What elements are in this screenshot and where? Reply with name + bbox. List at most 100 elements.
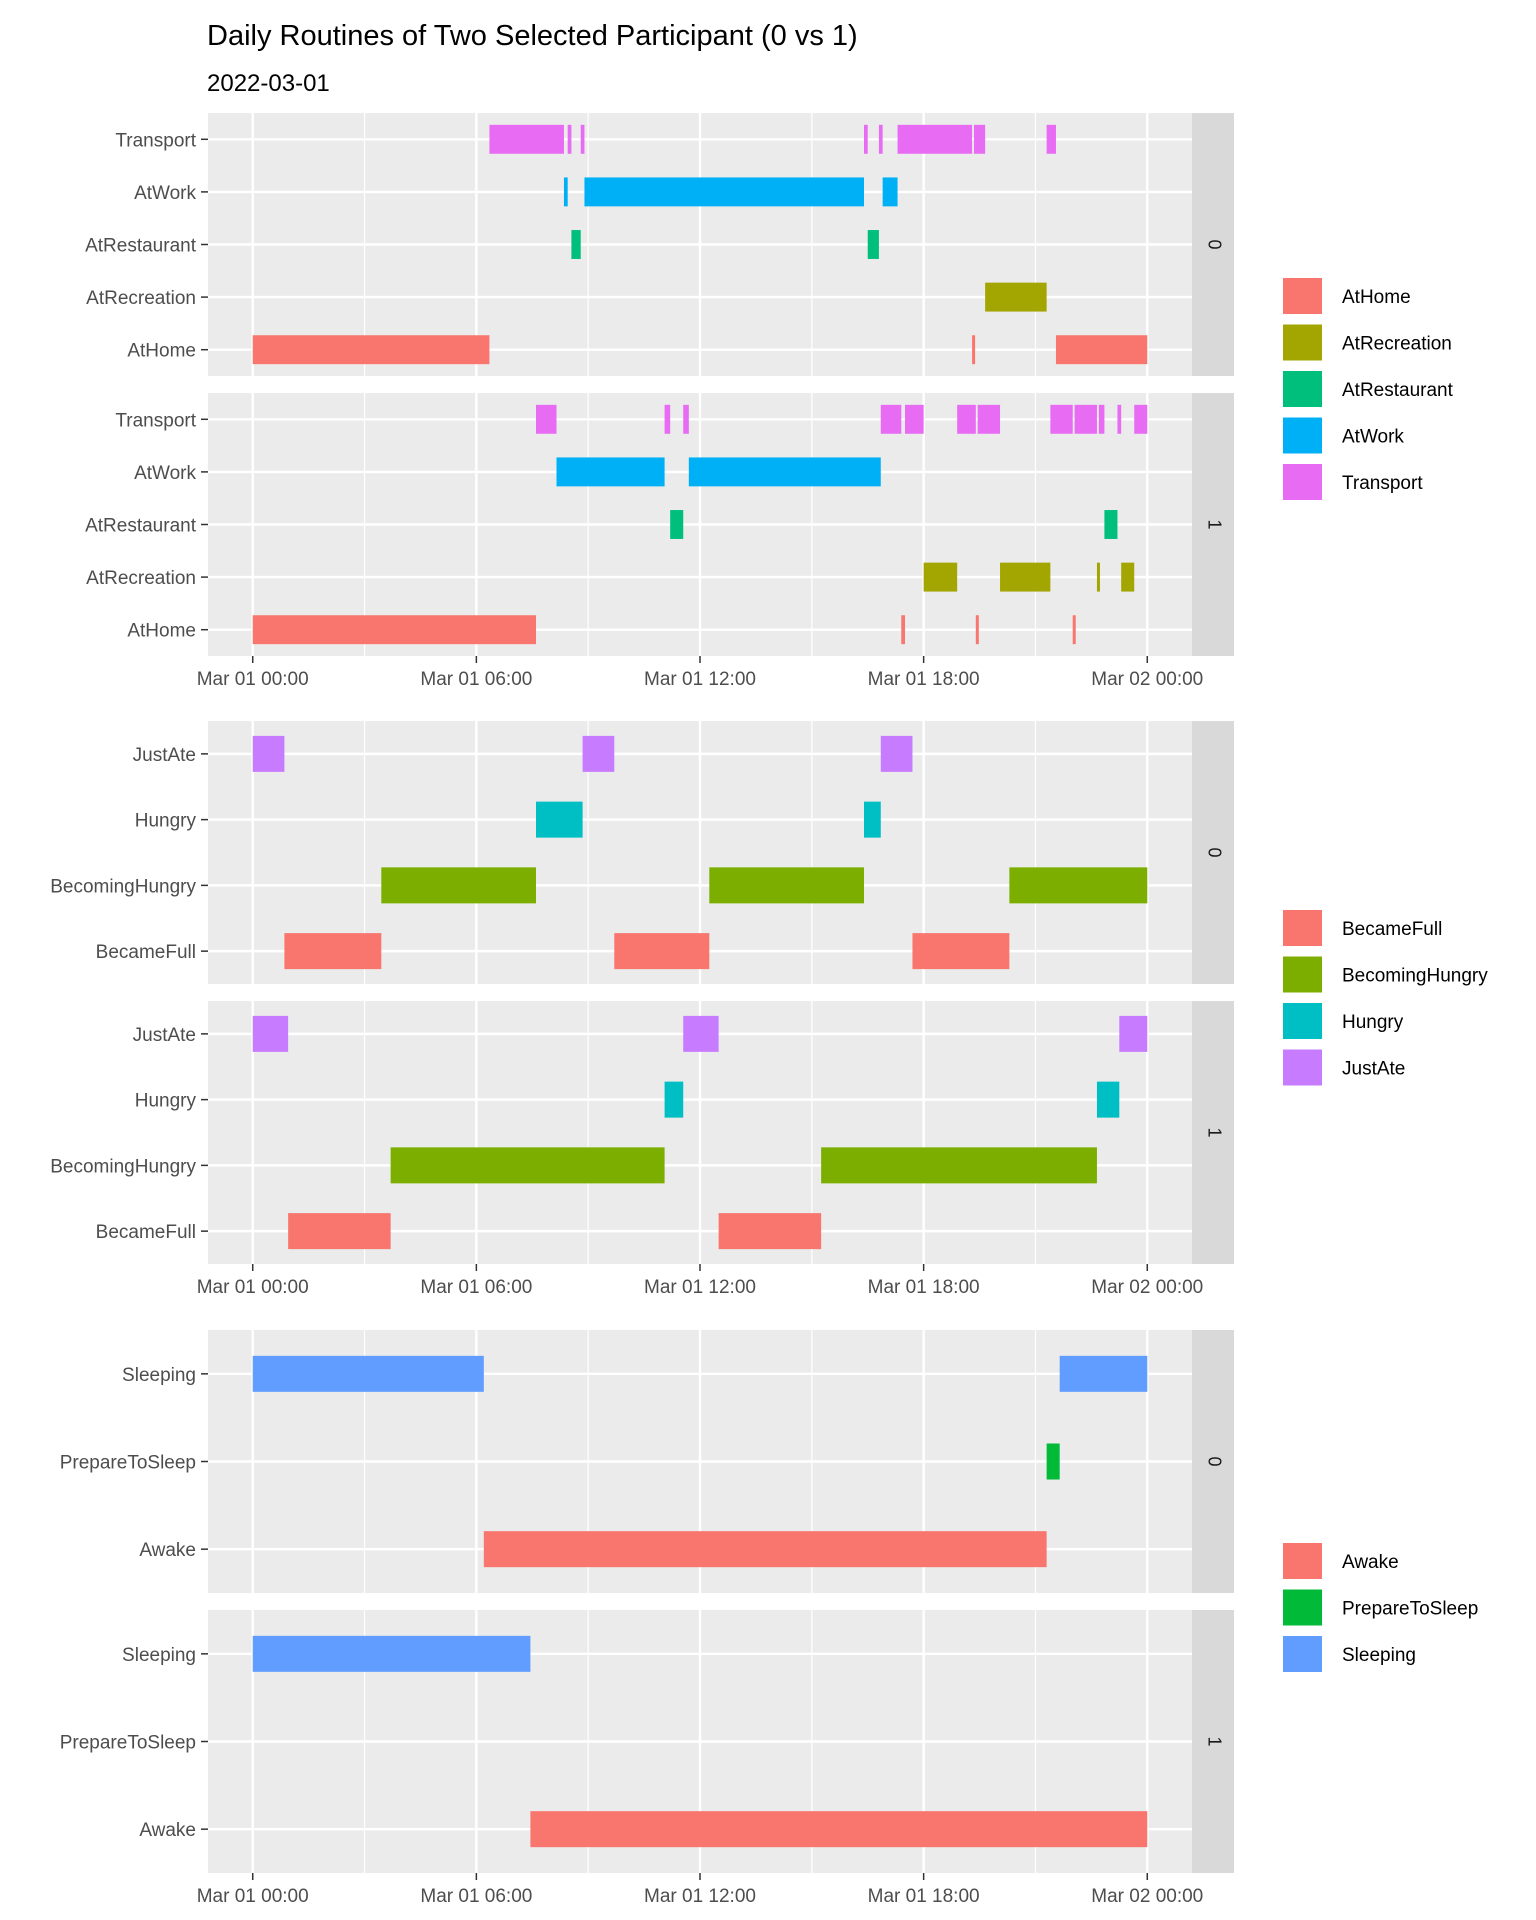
x-tick-label: Mar 01 12:00 <box>644 1886 756 1907</box>
facet-strip-label: 0 <box>1204 847 1224 857</box>
x-tick-label: Mar 01 12:00 <box>644 1277 756 1298</box>
legend-sleep: Awake PrepareToSleep Sleeping <box>1283 1543 1478 1672</box>
panel-sleep: Awake PrepareToSleep Sleeping 0 Awake Prepare… <box>60 1330 1478 1907</box>
chart-title: Daily Routines of Two Selected Participa… <box>207 20 858 52</box>
legend-key <box>1283 1049 1322 1086</box>
segment-Transport <box>1134 404 1148 434</box>
segment-AtHome <box>252 335 490 365</box>
legend-key <box>1283 956 1322 993</box>
legend-label: AtRecreation <box>1342 334 1452 355</box>
segment-JustAte <box>582 735 615 772</box>
segment-Transport <box>567 124 572 154</box>
segment-Awake <box>483 1531 1047 1568</box>
facet-strip <box>1192 1001 1234 1264</box>
x-tick-label: Mar 01 06:00 <box>420 1886 532 1907</box>
y-tick-label: Sleeping <box>122 1645 196 1666</box>
segment-AtHome <box>1072 615 1076 645</box>
legend-key <box>1283 324 1322 361</box>
legend-key <box>1283 464 1322 500</box>
legend-location: AtHome AtRecreation AtRestaurant AtWork Tran… <box>1283 278 1454 500</box>
segment-AtRecreation <box>1000 562 1051 592</box>
legend-label: Awake <box>1342 1552 1399 1573</box>
segment-AtRecreation <box>985 282 1047 312</box>
legend-key <box>1283 1003 1322 1039</box>
x-tick-label: Mar 02 00:00 <box>1091 669 1203 690</box>
legend-key <box>1283 910 1322 946</box>
facet-strip <box>1192 721 1234 984</box>
y-tick-label: Awake <box>139 1820 196 1841</box>
y-tick-label: Hungry <box>135 811 197 832</box>
segment-Transport <box>878 124 883 154</box>
facet-location-1: AtHome AtRecreation AtRestaurant AtWork Tran… <box>85 393 1234 656</box>
segment-Transport <box>664 404 671 434</box>
y-tick-label: AtRestaurant <box>85 236 197 257</box>
segment-Hungry <box>864 801 881 838</box>
y-tick-label: BecomingHungry <box>50 1156 196 1177</box>
segment-Transport <box>1117 404 1122 434</box>
panel-location: AtHome AtRecreation AtRestaurant AtWork Tran… <box>85 113 1454 690</box>
segment-AtWork <box>563 177 568 207</box>
segment-Hungry <box>536 801 583 838</box>
y-tick-label: Transport <box>115 130 196 151</box>
legend-hunger: BecameFull BecomingHungry Hungry JustAte <box>1283 910 1488 1086</box>
facet-location-0: AtHome AtRecreation AtRestaurant AtWork Tran… <box>85 113 1234 376</box>
segment-BecameFull <box>718 1213 822 1250</box>
segment-JustAte <box>880 735 913 772</box>
y-tick-label: AtHome <box>127 621 196 642</box>
segment-Transport <box>957 404 976 434</box>
legend-label: AtRestaurant <box>1342 380 1454 401</box>
segment-Transport <box>905 404 924 434</box>
segment-JustAte <box>252 1015 289 1052</box>
facet-strip-label: 0 <box>1204 239 1224 249</box>
segment-BecomingHungry <box>381 867 536 904</box>
y-tick-label: AtRestaurant <box>85 516 197 537</box>
y-tick-label: Transport <box>115 410 196 431</box>
segment-Transport <box>489 124 564 154</box>
segment-Transport <box>973 124 986 154</box>
y-tick-label: PrepareToSleep <box>60 1733 196 1754</box>
legend-label: Transport <box>1342 473 1423 494</box>
legend-key <box>1283 1636 1322 1672</box>
legend-label: JustAte <box>1342 1059 1405 1080</box>
facet-strip-label: 1 <box>1204 1736 1224 1746</box>
segment-AtHome <box>252 615 536 645</box>
segment-AtWork <box>882 177 898 207</box>
facet-strip <box>1192 1610 1234 1873</box>
segment-BecomingHungry <box>1009 867 1148 904</box>
segment-BecameFull <box>614 933 710 970</box>
segment-Transport <box>1050 404 1073 434</box>
segment-BecameFull <box>288 1213 391 1250</box>
segment-Sleeping <box>252 1635 531 1672</box>
facet-strip <box>1192 1330 1234 1593</box>
segment-Transport <box>897 124 973 154</box>
y-tick-label: AtHome <box>127 341 196 362</box>
y-tick-label: Hungry <box>135 1091 197 1112</box>
segment-Transport <box>580 124 585 154</box>
segment-AtHome <box>975 615 979 645</box>
segment-AtRestaurant <box>670 510 684 539</box>
facet-sleep-1: Awake PrepareToSleep Sleeping 1 <box>60 1610 1234 1873</box>
y-tick-label: AtRecreation <box>86 568 196 589</box>
segment-Transport <box>977 404 1001 434</box>
legend-label: AtHome <box>1342 287 1411 308</box>
segment-Transport <box>1074 404 1097 434</box>
segment-BecomingHungry <box>390 1147 665 1184</box>
segment-AtRestaurant <box>1104 510 1118 539</box>
x-tick-label: Mar 01 18:00 <box>868 1277 980 1298</box>
legend-key <box>1283 371 1322 407</box>
y-tick-label: Sleeping <box>122 1365 196 1386</box>
segment-AtWork <box>556 457 665 487</box>
segment-Transport <box>683 404 689 434</box>
facet-strip <box>1192 113 1234 376</box>
y-tick-label: BecomingHungry <box>50 876 196 897</box>
segment-Hungry <box>664 1081 684 1118</box>
legend-key <box>1283 278 1322 314</box>
legend-key <box>1283 417 1322 454</box>
facet-strip <box>1192 393 1234 656</box>
x-tick-label: Mar 01 00:00 <box>197 1277 309 1298</box>
segment-AtRecreation <box>923 562 958 592</box>
y-tick-label: JustAte <box>133 1025 196 1046</box>
segment-AtWork <box>688 457 881 487</box>
y-tick-label: AtRecreation <box>86 288 196 309</box>
segment-Transport <box>880 404 902 434</box>
